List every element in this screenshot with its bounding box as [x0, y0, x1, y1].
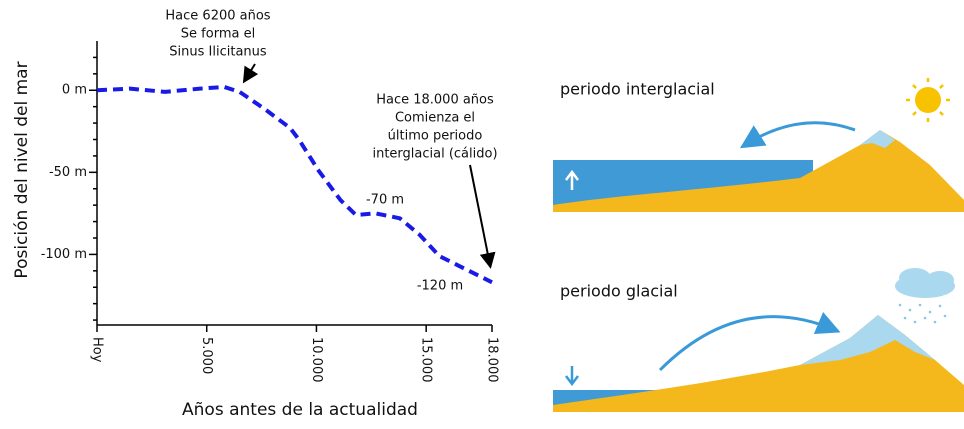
x-tick-label: Hoy	[90, 337, 105, 363]
x-axis-title: Años antes de la actualidad	[182, 400, 418, 420]
annotation: último periodo	[388, 129, 483, 144]
y-tick-label: -100 m	[41, 247, 87, 262]
annotation: Hace 6200 años	[165, 9, 270, 24]
annotation: interglacial (cálido)	[372, 147, 497, 162]
diagram-label: periodo interglacial	[560, 80, 715, 99]
x-tick-label: 15.000	[419, 337, 434, 383]
annotation: Hace 18.000 años	[376, 93, 494, 108]
page: 0 m -50 m -100 m Hoy 5.000 10.000 15.000 18.000…	[0, 0, 964, 425]
y-tick-label: 0 m	[62, 83, 87, 98]
y-tick-label: -50 m	[49, 165, 87, 180]
annotation: -120 m	[417, 279, 463, 294]
x-tick-label: 5.000	[199, 337, 214, 374]
chart: 0 m -50 m -100 m Hoy 5.000 10.000 15.000 18.000…	[12, 9, 500, 421]
x-tick-label: 18.000	[485, 337, 500, 383]
annotation-arrow	[470, 165, 490, 265]
annotation: Sinus Ilicitanus	[169, 45, 267, 60]
annotation: -70 m	[366, 193, 404, 208]
y-axis-title: Posición del nivel del mar	[12, 61, 32, 278]
x-tick-label: 10.000	[309, 337, 324, 383]
annotation: Se forma el	[181, 27, 255, 42]
annotation: Comienza el	[395, 111, 475, 126]
diagram-label: periodo glacial	[560, 282, 678, 301]
glacial-diagram: periodo glacial	[553, 268, 964, 412]
interglacial-diagram: periodo interglacial	[553, 78, 964, 212]
annotation-arrow	[245, 64, 255, 80]
